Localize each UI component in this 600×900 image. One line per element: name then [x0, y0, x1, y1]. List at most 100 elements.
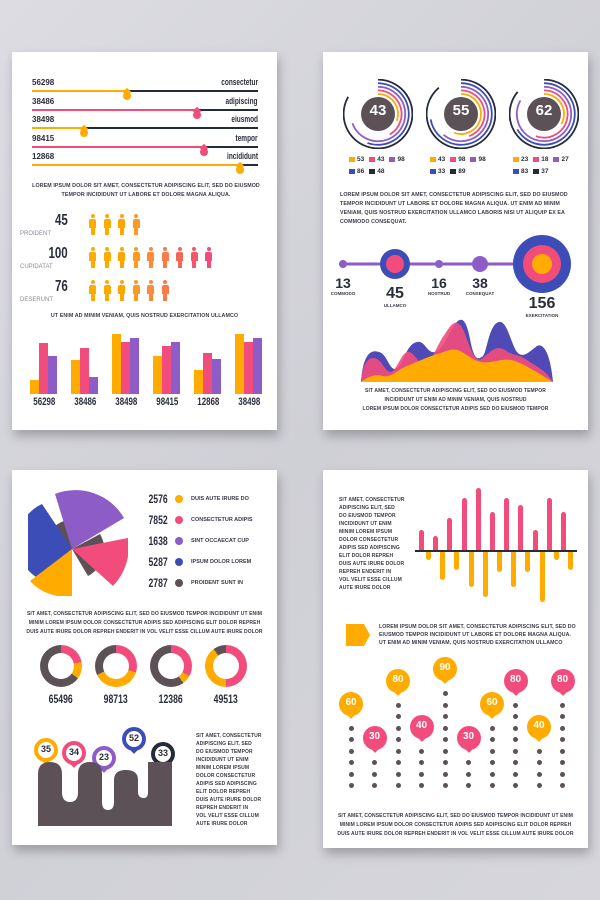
person-head	[90, 214, 95, 218]
dot	[442, 771, 448, 777]
caption-line: MINIM LOREM IPSUM DOLOR CONSECTETUR ADIP…	[339, 822, 572, 828]
down-bar	[468, 552, 474, 587]
person-body	[147, 285, 154, 294]
person-head	[163, 280, 167, 284]
dot	[513, 783, 518, 788]
map-pin-icon: 34	[62, 741, 86, 771]
legend-item: 98	[450, 155, 465, 164]
legend-item: 48	[369, 167, 384, 176]
bar	[121, 342, 130, 394]
person-body	[147, 252, 154, 261]
donut-value: 65496	[34, 692, 88, 706]
up-bar	[561, 512, 566, 550]
side-text-line: DUIS AUTE IRURE DOLOR	[196, 797, 262, 803]
radial-gauge	[343, 79, 413, 149]
legend-value: 89	[458, 168, 466, 175]
dot	[442, 783, 448, 788]
pictogram-value: 100	[20, 245, 68, 263]
dot	[489, 748, 495, 754]
down-bar	[482, 552, 488, 597]
legend-value: 83	[521, 168, 529, 175]
donut-value-text: 49513	[213, 692, 239, 706]
person-legs	[134, 260, 138, 268]
map-pin-icon: 60	[480, 691, 504, 722]
map-pin-icon: 52	[122, 727, 146, 757]
bar	[48, 355, 57, 394]
bar-label-text: 38498	[237, 396, 261, 408]
person-icon	[103, 214, 111, 235]
marker-drop-icon	[199, 147, 208, 156]
progress-label-text: consectetur	[221, 77, 258, 87]
legend-value-text: 2576	[148, 492, 168, 506]
person-body	[132, 252, 140, 261]
marker-drop-icon	[79, 129, 88, 137]
map-pin-icon: 35	[34, 738, 58, 768]
bar	[80, 348, 89, 394]
dot	[442, 714, 448, 719]
legend-dot	[175, 537, 183, 545]
pin-head	[409, 714, 434, 739]
person-body	[89, 252, 96, 261]
dot	[419, 771, 424, 777]
person-icon	[161, 280, 169, 301]
side-text-line: SIT AMET, CONSECTETUR	[339, 497, 405, 503]
side-text-line: VOL VELIT ESSE CILLUM	[339, 577, 402, 583]
side-text-line: ADIPISCING ELIT, SED	[339, 505, 395, 511]
dot	[536, 760, 542, 765]
caption-line: MINIM LOREM IPSUM DOLOR CONSECTETUR ADIP…	[28, 620, 261, 626]
dot	[395, 771, 401, 777]
legend-item: 23	[513, 155, 528, 164]
legend-swatch	[513, 156, 519, 162]
dot	[513, 737, 518, 742]
person-icon	[161, 247, 169, 268]
person-legs	[90, 260, 95, 268]
bar-chart-labels: 56298 38486 38498 98415 12868 38498	[30, 396, 270, 408]
side-text-line: SIT AMET, CONSECTETUR	[196, 733, 262, 739]
person-body	[103, 285, 111, 294]
legend-item: 98	[389, 155, 405, 164]
legend-swatch	[553, 156, 560, 162]
pin-inner	[38, 742, 54, 758]
pin-head	[480, 691, 504, 716]
pictogram-label: CUPIDATAT	[20, 264, 53, 270]
timeline-label: EXERCITATION	[525, 313, 559, 318]
donut-value-text: 98713	[103, 692, 129, 706]
side-paragraph: SIT AMET, CONSECTETUR ADIPISCING ELIT, SE…	[339, 496, 417, 592]
person-head	[119, 247, 124, 251]
legend-value-text: 2787	[148, 576, 168, 590]
dot	[466, 771, 471, 777]
bar	[39, 342, 48, 394]
progress-row: 98415 tempor	[32, 133, 258, 162]
progress-label-text: incididunt	[227, 151, 258, 161]
up-bar	[504, 498, 510, 550]
caption-line: SIT AMET, CONSECTETUR ADIPISCING ELIT, S…	[26, 611, 263, 617]
dot	[348, 760, 354, 765]
person-icon	[176, 247, 183, 268]
progress-row: 38486 adipiscing	[32, 96, 258, 125]
person-legs	[134, 227, 138, 235]
timeline-value: 38	[472, 275, 488, 291]
timeline-label: ULLAMCO	[383, 303, 407, 308]
legend-value: 33	[438, 168, 446, 175]
legend-swatch	[369, 156, 376, 162]
person-legs	[177, 260, 182, 268]
up-bar	[461, 498, 467, 550]
legend-value-text: 1638	[148, 534, 168, 548]
progress-value: 38486	[32, 96, 55, 106]
pin-value: 35	[40, 744, 51, 754]
arrow-tag-icon	[346, 624, 370, 646]
down-bar	[511, 552, 517, 587]
bar-label-text: 98415	[155, 396, 179, 408]
legend-item: 86	[349, 167, 364, 176]
gauge-value: 43	[369, 102, 387, 119]
dot	[513, 714, 518, 719]
legend-swatch	[533, 156, 540, 162]
person-body	[176, 252, 183, 261]
dot	[442, 725, 448, 731]
person-legs	[119, 227, 124, 235]
bar	[212, 358, 221, 394]
bar-label-text: 12868	[196, 396, 220, 408]
person-head	[206, 247, 211, 251]
person-body	[118, 285, 125, 294]
dot	[419, 748, 424, 754]
